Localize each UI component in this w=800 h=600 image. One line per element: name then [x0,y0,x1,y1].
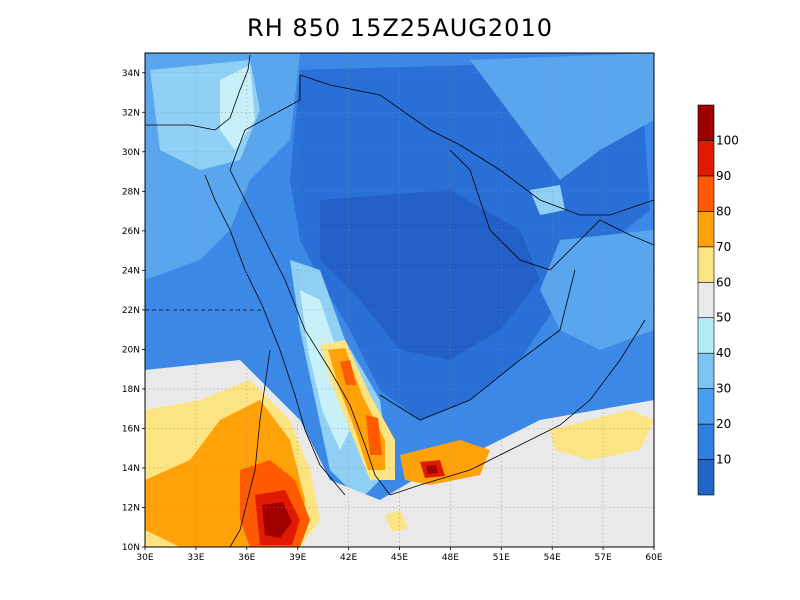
field-dark-red-yemen [426,465,438,474]
colorbar-segment [697,281,715,319]
colorbar-segment [697,140,715,177]
lon-tick-label: 51E [493,553,510,563]
lon-tick-label: 60E [645,553,662,563]
rh-field [145,53,654,547]
field-orange-yemen [400,440,490,485]
lat-tick-label: 24N [122,266,140,276]
lat-tick-label: 30N [122,148,140,158]
border-arabia-interior [299,74,461,146]
colorbar: 10 20 30 40 50 60 70 80 90 100 [697,104,739,496]
coastline-gulf-iran [459,144,654,216]
lat-tick-label: 12N [122,503,140,513]
colorbar-segment [697,104,715,141]
colorbar-segment [697,317,715,354]
field-yellow-arabian-sea [550,410,654,460]
latitude-labels: 10N 12N 14N 16N 18N 20N 22N 24N 26N 28N 30N 32N 34N [122,69,145,553]
coastline-red-sea-east [229,169,391,496]
coastlines [145,54,654,547]
colorbar-segment [697,459,715,496]
colorbar-segment [697,352,715,389]
coastline-mediterranean-levant [145,54,251,131]
longitude-labels: 30E 33E 36E 39E 42E 45E 48E 51E 54E 57E 60E [136,547,663,563]
lon-tick-label: 48E [442,553,459,563]
lon-tick-label: 36E [238,553,255,563]
border-levant [229,75,301,171]
field-dark-red-africa [262,502,292,538]
lon-tick-label: 33E [187,553,204,563]
lat-tick-label: 22N [122,306,140,316]
field-light-gulf [530,185,565,215]
field-yellow-bab-el-mandeb [385,510,408,532]
map-title: RH 850 15Z25AUG2010 [247,14,553,42]
field-pale-levant [220,65,255,150]
lon-tick-label: 54E [544,553,561,563]
lat-tick-label: 20N [122,345,140,355]
colorbar-segment [697,423,715,460]
lon-tick-label: 42E [340,553,357,563]
coastline-south-arabia [389,319,646,496]
colorbar-segment [697,175,715,212]
coastline-persian-gulf [449,149,654,271]
field-moderate-iran [540,230,654,350]
lat-tick-label: 10N [122,543,140,553]
graticule [145,53,654,547]
colorbar-label: 20 [716,417,731,431]
colorbar-segment [697,388,715,425]
field-red-orange-asir [340,360,356,385]
colorbar-label: 60 [716,275,731,289]
colorbar-label: 100 [716,133,739,147]
colorbar-label: 40 [716,346,731,360]
coastline-red-sea-west [204,174,346,496]
lat-tick-label: 14N [122,464,140,474]
colorbar-label: 30 [716,382,731,396]
lat-tick-label: 28N [122,187,140,197]
lat-tick-label: 18N [122,385,140,395]
lat-tick-label: 26N [122,227,140,237]
colorbar-label: 90 [716,169,731,183]
lon-tick-label: 57E [595,553,612,563]
lon-tick-label: 30E [136,553,153,563]
lon-tick-label: 45E [391,553,408,563]
field-very-dry-inner [320,190,540,360]
colorbar-label: 70 [716,240,731,254]
lat-tick-label: 16N [122,424,140,434]
colorbar-segment [697,246,715,283]
field-moderate-ne [470,53,654,180]
colorbar-label: 10 [716,453,731,467]
lon-tick-label: 39E [289,553,306,563]
lat-tick-label: 32N [122,108,140,118]
colorbar-segment [697,211,715,248]
colorbar-label: 50 [716,311,731,325]
colorbar-label: 80 [716,204,731,218]
field-red-orange-asir-south [366,415,382,455]
border-africa-interior [229,349,271,547]
border-yemen [379,269,576,421]
lat-tick-label: 34N [122,69,140,79]
